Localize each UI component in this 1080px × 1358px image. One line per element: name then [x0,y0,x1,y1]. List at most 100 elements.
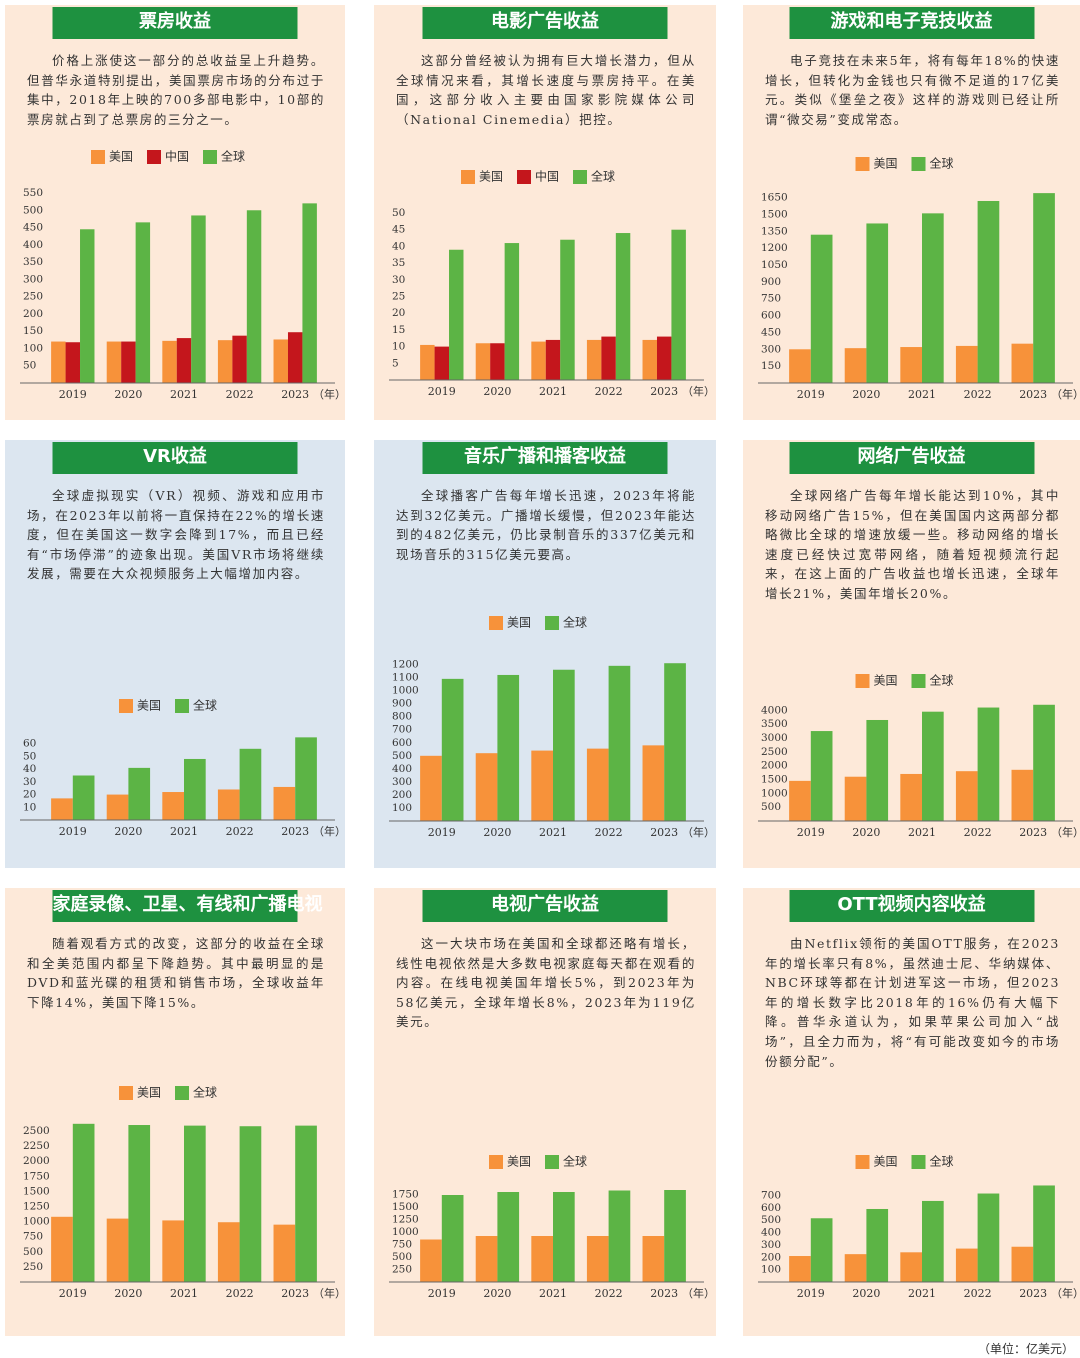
y-tick-label: 1650 [761,192,788,204]
y-tick-label: 400 [761,1227,781,1239]
chart-title: 网络广告收益 [789,442,1034,474]
bar [128,767,151,820]
legend-swatch [119,1086,133,1100]
x-axis-label: （年） [1051,387,1080,401]
chart-panel: 美国 全球 250 500 750 1000 1250 1500 1750 2019 2020 202… [374,888,716,1336]
y-tick-label: 1500 [761,208,788,220]
y-tick-label: 900 [392,698,412,710]
bar [955,1248,978,1282]
x-tick-label: 2023 [281,1287,309,1300]
y-tick-label: 200 [392,789,412,801]
y-tick-label: 1350 [761,225,788,237]
x-tick-label: 2020 [114,388,142,401]
x-tick-label: 2023 [650,385,678,398]
legend-swatch [855,1155,870,1169]
legend-label: 美国 [874,1155,898,1169]
bar [553,1192,575,1282]
chart-title: 音乐广播和播客收益 [422,442,668,474]
x-axis-label: （年） [1051,1286,1080,1300]
bar [246,210,262,383]
bar [1011,343,1034,383]
y-tick-label: 1750 [392,1189,419,1201]
bar [1011,769,1034,821]
y-tick-label: 150 [761,360,781,372]
legend-swatch [175,1086,189,1100]
description: 电子竞技在未来5年，将有每年18%的快速增长，但转化为金钱也只有微不足道的17亿… [765,53,1060,127]
bar [664,1190,686,1282]
y-tick-label: 600 [761,1202,781,1214]
x-axis-label: （年） [313,824,345,838]
y-tick-label: 4000 [761,704,788,716]
y-tick-label: 30 [23,776,36,788]
y-tick-label: 1250 [392,1214,419,1226]
bar [789,1256,811,1282]
bar [273,1224,296,1282]
bar [664,663,686,821]
legend-swatch [175,699,189,713]
x-tick-label: 2023 [650,826,678,839]
bar [642,745,665,821]
x-tick-label: 2019 [797,388,825,401]
chart-title: 家庭录像、卫星、有线和广播电视 [52,890,323,922]
legend-label: 全球 [193,1085,217,1100]
y-tick-label: 1200 [392,659,419,671]
x-tick-label: 2020 [852,826,880,839]
bar [441,678,464,821]
y-tick-label: 60 [23,738,36,750]
chart: 美国 中国 全球 50 100 150 200 250 300 350 400 450 500 550 20… [20,149,345,401]
bar [789,349,811,383]
legend-swatch [91,150,105,164]
legend-swatch [911,674,926,688]
x-axis-label: （年） [313,1286,345,1300]
bar [51,341,66,383]
y-tick-label: 1250 [23,1201,50,1213]
y-tick-label: 1500 [23,1185,50,1197]
legend-swatch [147,150,161,164]
description: 全球网络广告每年增长能达到10%，其中移动网络广告15%，但在美国国内这两部分都… [765,488,1060,601]
bar [955,771,978,821]
description: 全球虚拟现实（VR）视频、游戏和应用市场，在2023年以前将一直保持在22%的增… [27,488,325,582]
bar [1033,704,1055,821]
bar [531,341,546,380]
bar [1011,1246,1034,1282]
legend-swatch [203,150,217,164]
x-tick-label: 2021 [170,825,198,838]
legend-swatch [517,170,531,184]
x-tick-label: 2021 [908,1287,936,1300]
legend-swatch [545,1155,559,1169]
x-tick-label: 2019 [428,1287,456,1300]
bar [866,1208,889,1282]
legend-label: 美国 [137,699,161,713]
y-tick-label: 45 [392,224,405,236]
bar [295,737,317,820]
y-tick-label: 500 [761,1214,781,1226]
y-tick-label: 700 [761,1189,781,1201]
bar [72,1123,95,1282]
bar [420,755,442,821]
y-tick-label: 1200 [761,242,788,254]
bar [586,748,609,821]
bar [560,239,575,380]
bar [977,1193,1000,1282]
x-tick-label: 2020 [483,826,511,839]
y-tick-label: 1050 [761,259,788,271]
x-tick-label: 2023 [281,825,309,838]
y-tick-label: 10 [392,341,405,353]
bar [287,332,303,383]
chart-title: VR收益 [52,442,298,474]
bar [176,338,192,383]
legend-swatch [855,157,870,171]
bar [490,343,505,380]
bar [162,792,184,820]
chart-panel: 美国 全球 100 200 300 400 500 600 700 2019 2020 2021 202… [743,888,1080,1336]
y-tick-label: 3500 [761,718,788,730]
x-tick-label: 2022 [964,826,992,839]
y-tick-label: 200 [23,308,43,320]
bar [553,669,575,821]
x-tick-label: 2021 [539,1287,567,1300]
bar [449,249,464,380]
y-tick-label: 250 [23,1261,43,1273]
bar [656,336,672,380]
y-tick-label: 1000 [392,685,419,697]
